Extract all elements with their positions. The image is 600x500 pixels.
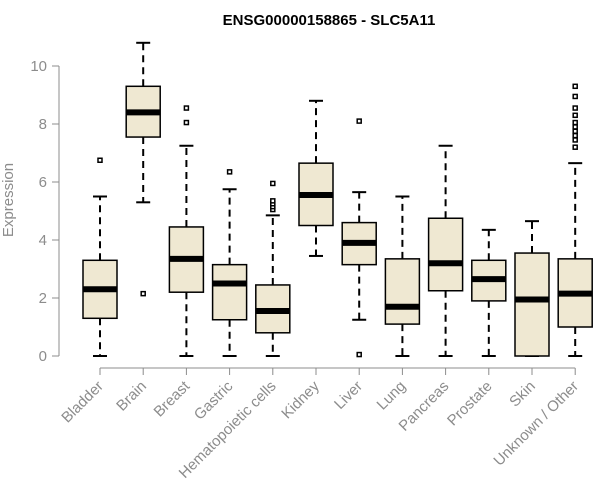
y-tick-label: 6 bbox=[39, 174, 47, 191]
iqr-box bbox=[211, 263, 248, 321]
x-tick-label: Lung bbox=[374, 378, 410, 414]
y-tick-label: 10 bbox=[30, 58, 47, 75]
x-tick-label: Bladder bbox=[58, 378, 107, 427]
iqr-box bbox=[514, 252, 550, 357]
y-axis-label: Expression bbox=[0, 163, 17, 237]
outlier-point bbox=[572, 144, 578, 150]
outlier-point bbox=[270, 198, 276, 204]
chart-title: ENSG00000158865 - SLC5A11 bbox=[223, 12, 436, 29]
y-tick-label: 4 bbox=[39, 232, 47, 249]
box-9 bbox=[471, 228, 507, 357]
box-11 bbox=[557, 83, 593, 357]
box-6 bbox=[341, 118, 377, 358]
outlier-point bbox=[97, 157, 103, 163]
outlier-point bbox=[572, 112, 578, 119]
boxes-group bbox=[82, 41, 593, 358]
outlier-point bbox=[183, 119, 190, 126]
box-7 bbox=[384, 195, 421, 357]
outlier-point bbox=[572, 105, 578, 111]
outlier-point bbox=[572, 124, 578, 130]
box-0 bbox=[82, 157, 118, 357]
outlier-point bbox=[183, 105, 190, 111]
iqr-box bbox=[384, 258, 421, 325]
outlier-point bbox=[270, 180, 276, 187]
y-tick-label: 0 bbox=[39, 348, 47, 365]
box-4 bbox=[255, 180, 291, 357]
outlier-point bbox=[356, 118, 362, 124]
outlier-point bbox=[140, 290, 146, 297]
x-tick-label: Breast bbox=[151, 377, 194, 420]
outlier-point bbox=[572, 93, 578, 100]
outlier-point bbox=[226, 169, 233, 175]
outlier-point bbox=[572, 132, 578, 139]
box-5 bbox=[298, 99, 334, 257]
y-axis: 0 2 4 6 8 10 bbox=[30, 58, 60, 365]
box-1 bbox=[125, 41, 161, 297]
box-10 bbox=[514, 220, 550, 357]
outlier-point bbox=[356, 351, 362, 358]
box-2 bbox=[168, 105, 205, 357]
iqr-box bbox=[427, 217, 464, 292]
box-3 bbox=[211, 169, 248, 357]
x-tick-label: Brain bbox=[113, 378, 150, 415]
y-tick-label: 8 bbox=[39, 116, 47, 133]
x-tick-label: Kidney bbox=[278, 377, 323, 422]
outlier-point bbox=[572, 83, 578, 90]
x-tick-label: Skin bbox=[506, 378, 539, 411]
outlier-point bbox=[572, 119, 578, 126]
x-tick-label: Prostate bbox=[444, 378, 496, 430]
outlier-point bbox=[572, 128, 578, 134]
box-8 bbox=[427, 144, 464, 357]
y-tick-label: 2 bbox=[39, 290, 47, 307]
x-tick-label: Liver bbox=[331, 378, 366, 413]
outlier-point bbox=[572, 137, 578, 143]
